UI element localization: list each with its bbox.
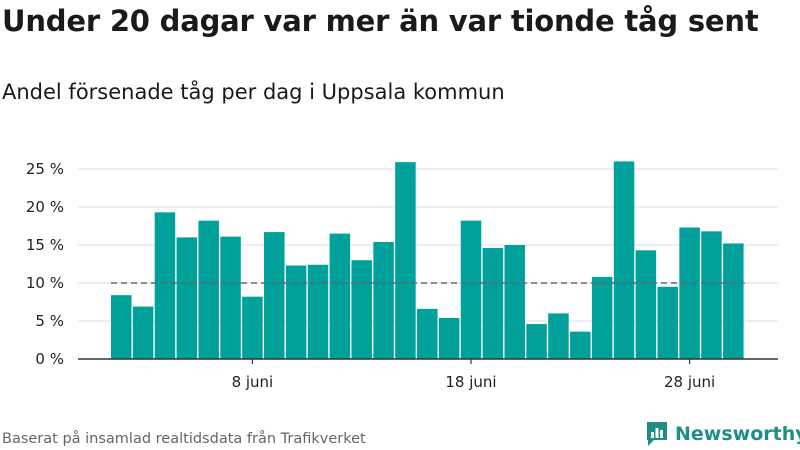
bar — [635, 250, 657, 359]
bar — [220, 236, 241, 359]
bar — [613, 161, 635, 359]
y-tick-label: 0 % — [35, 350, 64, 368]
bar — [242, 296, 263, 359]
bar — [329, 233, 351, 359]
bar — [198, 220, 219, 359]
chart-subtitle: Andel försenade tåg per dag i Uppsala ko… — [2, 80, 505, 104]
bar — [591, 276, 613, 359]
chart-title: Under 20 dagar var mer än var tionde tåg… — [2, 4, 759, 38]
y-tick-label: 20 % — [26, 198, 64, 216]
bar — [548, 313, 569, 359]
bar — [460, 220, 482, 359]
bar — [657, 286, 678, 359]
bar — [570, 331, 591, 359]
bar — [111, 295, 132, 359]
bar — [307, 264, 329, 359]
brand-name: Newsworthy — [675, 423, 800, 445]
x-tick-label: 18 juni — [445, 373, 496, 391]
bar — [438, 317, 460, 359]
bar — [395, 162, 416, 359]
y-tick-label: 10 % — [26, 274, 64, 292]
bar — [679, 227, 700, 359]
x-tick-label: 28 juni — [664, 373, 715, 391]
bar — [132, 306, 154, 359]
y-tick-label: 25 % — [26, 160, 64, 178]
y-tick-label: 15 % — [26, 236, 64, 254]
bar — [264, 232, 285, 359]
bar — [154, 212, 176, 359]
bar — [351, 260, 372, 359]
bar — [373, 241, 394, 359]
y-tick-label: 5 % — [35, 312, 64, 330]
newsworthy-logo-icon — [647, 422, 667, 446]
bar — [723, 243, 744, 359]
source-note: Baserat på insamlad realtidsdata från Tr… — [2, 431, 366, 447]
bar — [504, 245, 525, 359]
bar — [526, 324, 547, 359]
brand-logo: Newsworthy — [645, 419, 800, 449]
bar — [417, 308, 438, 359]
bar — [701, 231, 722, 359]
bar — [285, 265, 307, 359]
bar — [482, 248, 504, 359]
x-tick-label: 8 juni — [232, 373, 274, 391]
bar — [176, 237, 198, 359]
